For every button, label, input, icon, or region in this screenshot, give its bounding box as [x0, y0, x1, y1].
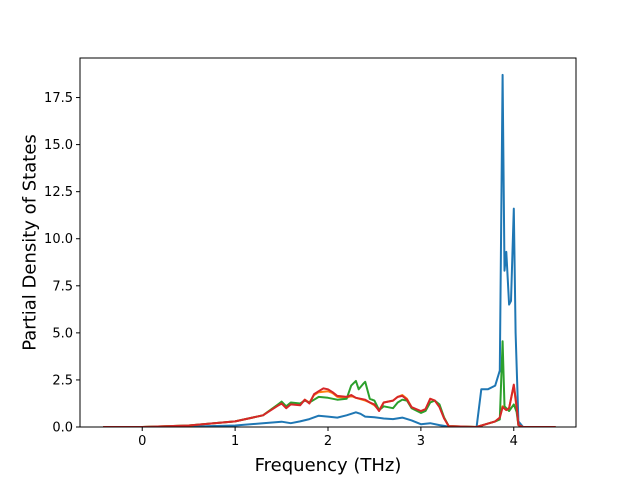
x-tick-label: 1: [231, 434, 239, 449]
ticks-layer: 0 1 2 3 4 0.0 2.5 5.0 7.5 10.0 12.5 15.0 17.5: [44, 91, 518, 449]
y-tick-label: 10.0: [44, 232, 73, 247]
series-layer: [103, 73, 556, 427]
x-tick-label: 3: [417, 434, 425, 449]
plot-area-frame: [79, 57, 577, 428]
y-tick-label: 0.0: [52, 421, 73, 436]
x-tick-label: 0: [138, 434, 146, 449]
series-line-3: [103, 383, 556, 427]
y-axis-label: Partial Density of States: [19, 134, 40, 351]
y-tick-label: 15.0: [44, 138, 73, 153]
x-tick-label: 4: [510, 434, 518, 449]
y-tick-label: 2.5: [52, 373, 73, 388]
y-tick-label: 5.0: [52, 326, 73, 341]
series-line-0: [103, 73, 556, 427]
y-tick-label: 12.5: [44, 185, 73, 200]
y-tick-label: 7.5: [52, 279, 73, 294]
x-axis-label: Frequency (THz): [255, 455, 402, 476]
y-tick-label: 17.5: [44, 91, 73, 106]
x-tick-label: 2: [324, 434, 332, 449]
